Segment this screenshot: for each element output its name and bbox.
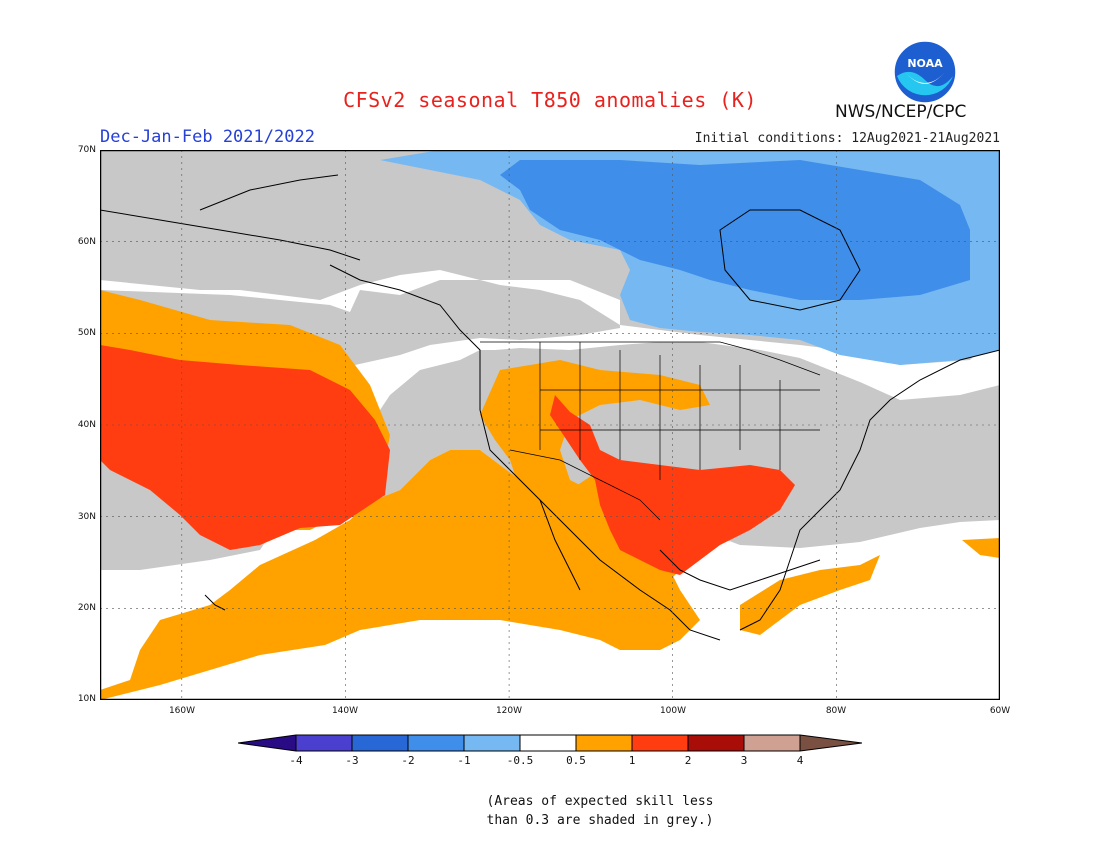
colorbar-segment-2	[352, 735, 408, 751]
warm-anomaly-pacific-strong	[100, 345, 390, 550]
gulf-coast	[659, 549, 821, 591]
north-america-west-coast	[329, 264, 721, 641]
lon-label-140w: 140W	[331, 706, 359, 716]
hudson-bay	[719, 209, 861, 311]
lat-label-50n: 50N	[77, 328, 96, 338]
colorbar-ticks	[295, 735, 801, 751]
anomaly-map	[100, 150, 1000, 700]
lon-label-60w: 60W	[989, 706, 1011, 716]
lon-label-160w: 160W	[168, 706, 196, 716]
canada-us-border	[480, 341, 821, 376]
noaa-logo: NOAA	[893, 40, 957, 104]
us-mexico-border	[509, 449, 661, 521]
colorbar	[238, 734, 862, 752]
warm-anomaly-atlantic	[962, 538, 1000, 558]
chart-title: CFSv2 seasonal T850 anomalies (K)	[343, 88, 757, 112]
colorbar-segment-7	[632, 735, 688, 751]
colorbar-label-6: 1	[628, 754, 636, 767]
neutral-band-north	[100, 270, 1000, 440]
noaa-logo-text: NOAA	[907, 57, 943, 70]
colorbar-segment-6	[576, 735, 632, 751]
initial-conditions-label: Initial conditions: 12Aug2021-21Aug2021	[694, 131, 1000, 146]
colorbar-label-8: 3	[740, 754, 748, 767]
lat-label-10n: 10N	[77, 694, 96, 704]
colorbar-segment-8	[688, 735, 744, 751]
season-label: Dec-Jan-Feb 2021/2022	[100, 127, 315, 147]
colorbar-label-7: 2	[684, 754, 692, 767]
lon-label-100w: 100W	[659, 706, 687, 716]
lat-label-40n: 40N	[77, 420, 96, 430]
colorbar-segment-4	[464, 735, 520, 751]
alaska	[100, 174, 361, 261]
colorbar-label-4: -0.5	[506, 754, 534, 767]
colorbar-segment-9	[744, 735, 800, 751]
skill-footnote: (Areas of expected skill less than 0.3 a…	[420, 792, 780, 830]
lat-label-70n: 70N	[77, 145, 96, 155]
colorbar-segment-1	[296, 735, 352, 751]
colorbar-label-5: 0.5	[566, 754, 586, 767]
north-america-east-coast	[739, 349, 1000, 631]
colorbar-label-3: -1	[457, 754, 471, 767]
coastlines	[100, 174, 1000, 641]
lat-label-30n: 30N	[77, 512, 96, 522]
lat-label-60n: 60N	[77, 237, 96, 247]
agency-label: NWS/NCEP/CPC	[835, 102, 967, 122]
map-frame	[100, 150, 1000, 700]
warm-anomaly-caribbean	[740, 555, 880, 635]
lon-label-120w: 120W	[495, 706, 523, 716]
colorbar-label-1: -3	[345, 754, 359, 767]
graticule	[100, 150, 1000, 700]
colorbar-label-2: -2	[401, 754, 415, 767]
baja-california	[539, 499, 581, 591]
colorbar-segment-3	[408, 735, 464, 751]
colorbar-segment-0	[238, 735, 296, 751]
warm-anomaly-conus-strong	[550, 395, 795, 575]
colorbar-segment-10	[800, 735, 862, 751]
cool-anomaly	[500, 160, 970, 300]
lat-label-20n: 20N	[77, 603, 96, 613]
lon-label-80w: 80W	[825, 706, 847, 716]
colorbar-segment-5	[520, 735, 576, 751]
colorbar-label-0: -4	[289, 754, 303, 767]
colorbar-label-9: 4	[796, 754, 804, 767]
skill-footnote-line-2: than 0.3 are shaded in grey.)	[486, 813, 714, 828]
skill-footnote-line-1: (Areas of expected skill less	[486, 794, 714, 809]
